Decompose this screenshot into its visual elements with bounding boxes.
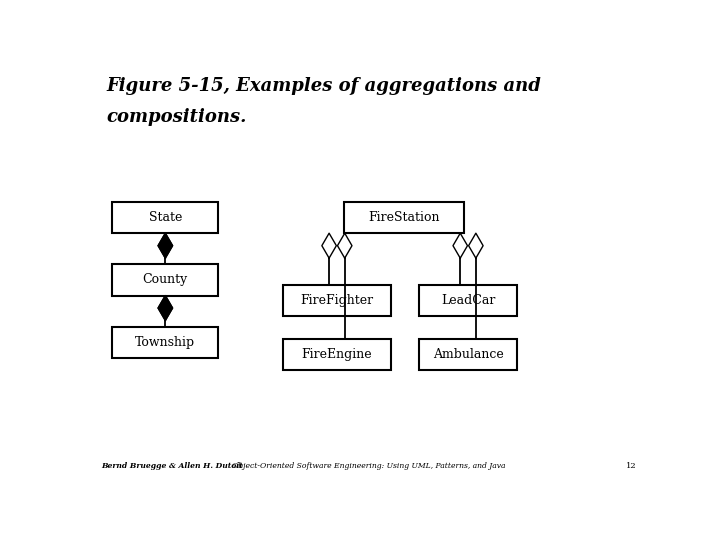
Bar xyxy=(112,327,218,358)
Text: FireStation: FireStation xyxy=(368,211,440,224)
Bar xyxy=(419,339,517,370)
Bar xyxy=(419,285,517,316)
Text: Ambulance: Ambulance xyxy=(433,348,503,361)
Bar xyxy=(112,265,218,295)
Text: FireEngine: FireEngine xyxy=(302,348,372,361)
Text: compositions.: compositions. xyxy=(107,109,247,126)
Bar xyxy=(282,339,392,370)
Text: Object-Oriented Software Engineering: Using UML, Patterns, and Java: Object-Oriented Software Engineering: Us… xyxy=(233,462,505,470)
Text: State: State xyxy=(148,211,182,224)
Bar xyxy=(112,202,218,233)
Text: 12: 12 xyxy=(626,462,637,470)
Text: FireFighter: FireFighter xyxy=(300,294,374,307)
Text: LeadCar: LeadCar xyxy=(441,294,495,307)
Text: Township: Township xyxy=(135,336,195,349)
Polygon shape xyxy=(158,295,173,321)
Text: Figure 5-15, Examples of aggregations and: Figure 5-15, Examples of aggregations an… xyxy=(107,77,541,95)
Text: County: County xyxy=(143,273,188,287)
Bar xyxy=(282,285,392,316)
Bar xyxy=(344,202,464,233)
Text: Bernd Bruegge & Allen H. Dutoit: Bernd Bruegge & Allen H. Dutoit xyxy=(101,462,243,470)
Polygon shape xyxy=(158,233,173,258)
